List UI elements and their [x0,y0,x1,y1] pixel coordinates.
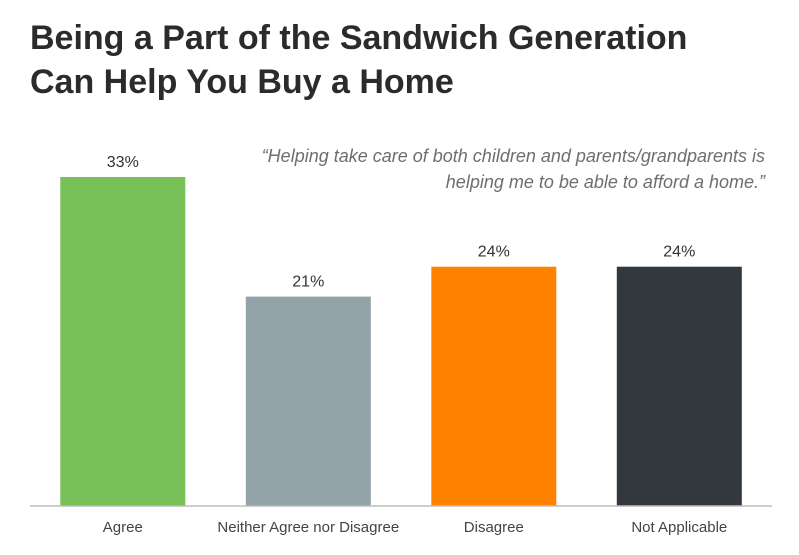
tick-label-disagree: Disagree [464,519,524,536]
data-label-not-applicable: 24% [663,244,695,261]
bar-disagree [431,266,557,506]
tick-label-agree: Agree [103,519,143,536]
chart-annotation-quote: “Helping take care of both children and … [205,143,765,195]
labels-layer: 33% Agree 21% Neither Agree nor Disagree 24%… [103,154,727,536]
quote-line-1: “Helping take care of both children and … [261,146,765,166]
chart-title: Being a Part of the Sandwich Generation … [30,16,770,104]
bar-agree [60,177,186,506]
tick-label-not-applicable: Not Applicable [631,519,727,536]
data-label-disagree: 24% [478,244,510,261]
quote-line-2: helping me to be able to afford a home.” [445,172,765,192]
bar-not-applicable [616,266,742,506]
bars-layer [60,177,742,506]
chart-title-line-2: Can Help You Buy a Home [30,63,454,101]
data-label-agree: 33% [107,154,139,171]
bar-neither-agree-nor-disagree [245,296,371,506]
chart-title-line-1: Being a Part of the Sandwich Generation [30,19,688,57]
data-label-neither-agree-nor-disagree: 21% [292,274,324,291]
tick-label-neither-agree-nor-disagree: Neither Agree nor Disagree [217,519,399,536]
